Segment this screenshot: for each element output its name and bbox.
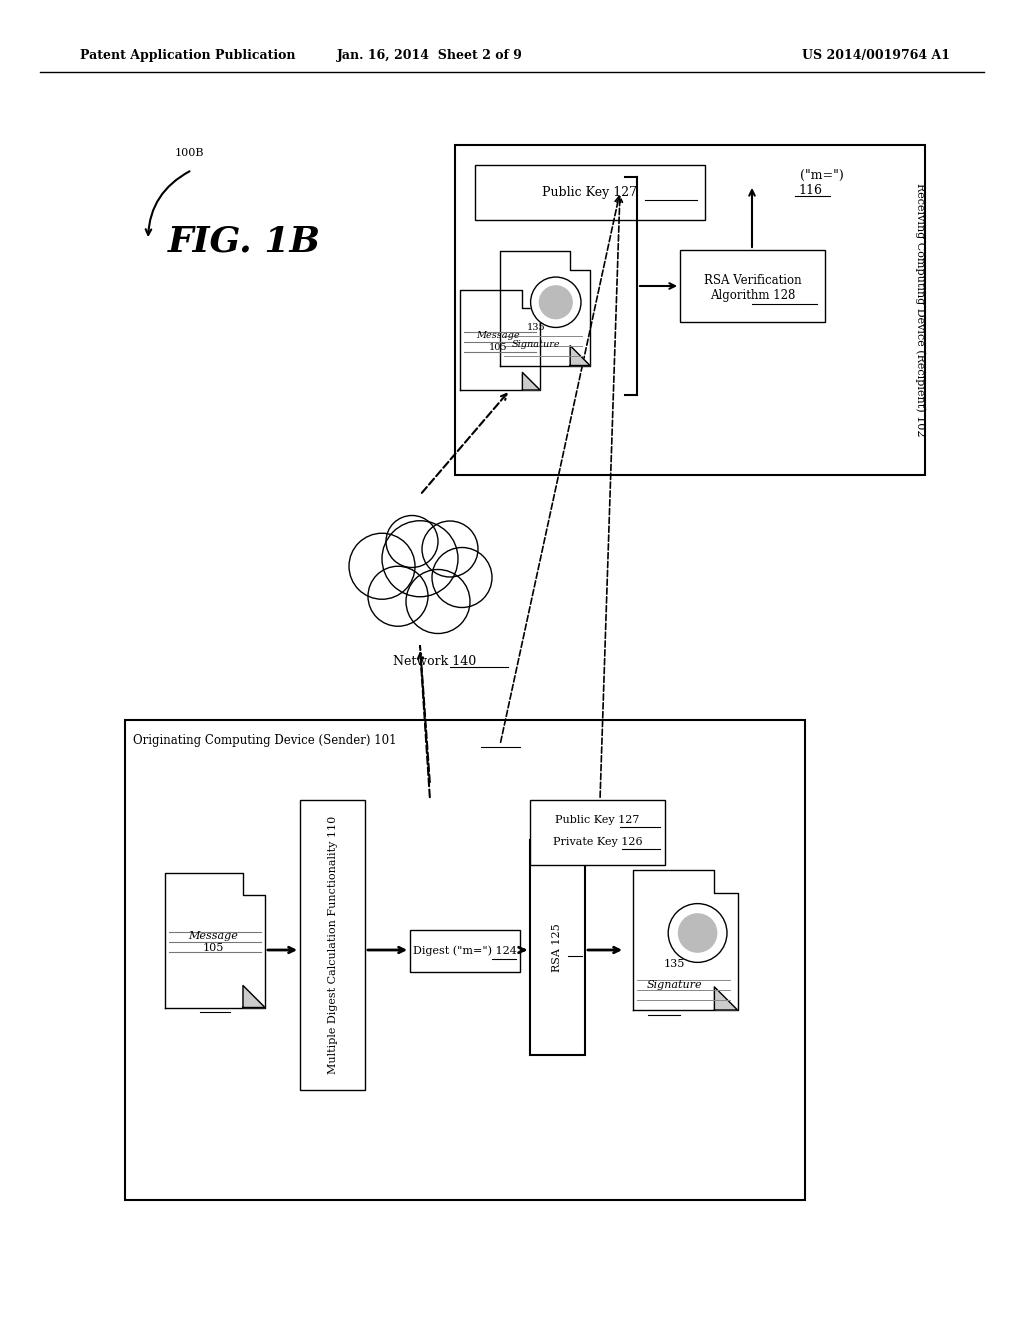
Text: Message: Message bbox=[476, 331, 520, 341]
Polygon shape bbox=[570, 346, 590, 366]
Text: Receiving Computing Device (Recipient) 102: Receiving Computing Device (Recipient) 1… bbox=[914, 183, 926, 437]
Text: Signature: Signature bbox=[647, 979, 702, 990]
Text: Multiple Digest Calculation Functionality 110: Multiple Digest Calculation Functionalit… bbox=[328, 816, 338, 1074]
Circle shape bbox=[368, 566, 428, 626]
Polygon shape bbox=[460, 290, 540, 389]
Polygon shape bbox=[522, 372, 540, 389]
Text: FIG. 1B: FIG. 1B bbox=[168, 224, 321, 259]
Text: Network 140: Network 140 bbox=[393, 655, 476, 668]
Circle shape bbox=[669, 904, 727, 962]
Text: Jan. 16, 2014  Sheet 2 of 9: Jan. 16, 2014 Sheet 2 of 9 bbox=[337, 49, 523, 62]
Circle shape bbox=[422, 521, 478, 577]
Circle shape bbox=[432, 548, 492, 607]
Text: RSA 125: RSA 125 bbox=[553, 923, 562, 972]
Bar bbox=[680, 249, 825, 322]
Bar bbox=[530, 800, 665, 865]
Text: Originating Computing Device (Sender) 101: Originating Computing Device (Sender) 10… bbox=[133, 734, 396, 747]
Text: Message: Message bbox=[188, 931, 238, 941]
Polygon shape bbox=[243, 986, 265, 1007]
Polygon shape bbox=[165, 873, 265, 1007]
Text: 135: 135 bbox=[526, 323, 546, 333]
Bar bbox=[125, 719, 805, 1200]
Polygon shape bbox=[500, 251, 590, 366]
Text: 100B: 100B bbox=[175, 148, 205, 158]
Polygon shape bbox=[633, 870, 737, 1010]
Bar bbox=[410, 931, 520, 972]
Circle shape bbox=[382, 521, 458, 597]
Text: 105: 105 bbox=[488, 343, 507, 352]
Bar bbox=[300, 800, 365, 1090]
Circle shape bbox=[406, 569, 470, 634]
Text: Public Key 127: Public Key 127 bbox=[543, 186, 638, 199]
Text: Signature: Signature bbox=[512, 341, 560, 350]
Circle shape bbox=[386, 516, 438, 568]
Circle shape bbox=[530, 277, 581, 327]
Text: Digest ("m=") 124: Digest ("m=") 124 bbox=[413, 945, 517, 956]
Bar bbox=[455, 145, 925, 475]
Text: Private Key 126: Private Key 126 bbox=[553, 837, 642, 847]
Text: 116: 116 bbox=[798, 183, 822, 197]
Text: Algorithm 128: Algorithm 128 bbox=[710, 289, 796, 302]
Text: RSA Verification: RSA Verification bbox=[703, 273, 802, 286]
Polygon shape bbox=[715, 987, 737, 1010]
Text: US 2014/0019764 A1: US 2014/0019764 A1 bbox=[802, 49, 950, 62]
Bar bbox=[475, 165, 705, 220]
Text: Public Key 127: Public Key 127 bbox=[555, 814, 640, 825]
Text: 105: 105 bbox=[203, 942, 223, 953]
Text: Patent Application Publication: Patent Application Publication bbox=[80, 49, 296, 62]
Text: ("m="): ("m=") bbox=[800, 169, 844, 181]
Circle shape bbox=[540, 286, 572, 318]
Circle shape bbox=[349, 533, 415, 599]
Text: 135: 135 bbox=[664, 958, 685, 969]
Circle shape bbox=[679, 913, 717, 952]
Bar bbox=[530, 840, 585, 1055]
